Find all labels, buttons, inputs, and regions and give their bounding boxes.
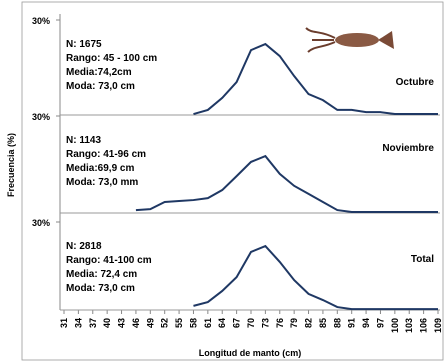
x-tick-label: 82	[304, 318, 314, 328]
y-tick-label: 30%	[32, 16, 50, 26]
x-tick-label: 97	[375, 318, 385, 328]
x-tick-label: 100	[390, 318, 400, 333]
y-tick-label: 30%	[32, 218, 50, 228]
x-tick-label: 55	[174, 318, 184, 328]
series-line	[135, 154, 438, 214]
panel-stat: Media:74,2cm	[66, 67, 132, 78]
x-tick-label: 64	[217, 318, 227, 328]
x-tick-label: 103	[404, 318, 414, 333]
series-line	[193, 42, 438, 116]
x-tick-label: 91	[347, 318, 357, 328]
x-tick-label: 61	[203, 318, 213, 328]
x-tick-label: 49	[145, 318, 155, 328]
panel-stat: Media: 72,4 cm	[66, 269, 137, 280]
x-tick-label: 43	[117, 318, 127, 328]
chart-frame	[21, 1, 444, 361]
panel-name: Total	[411, 254, 434, 265]
panel-stat: Media:69,9 cm	[66, 163, 134, 174]
panel-stat: Moda: 73,0 mm	[66, 177, 138, 188]
panel-stat: Rango: 41-100 cm	[66, 255, 152, 266]
x-tick-label: 31	[59, 318, 69, 328]
x-tick-label: 85	[318, 318, 328, 328]
x-tick-label: 79	[289, 318, 299, 328]
panel-name: Octubre	[396, 77, 435, 88]
panel-stat: N: 2818	[66, 241, 102, 252]
x-tick-label: 67	[232, 318, 242, 328]
panel-name: Noviembre	[382, 143, 434, 154]
panel-stat: N: 1675	[66, 39, 102, 50]
x-tick-label: 73	[260, 318, 270, 328]
x-tick-label: 34	[73, 318, 83, 328]
x-tick-label: 52	[160, 318, 170, 328]
panel-stat: Rango: 45 - 100 cm	[66, 53, 157, 64]
x-tick-label: 40	[102, 318, 112, 328]
x-axis-label: Longitud de manto (cm)	[199, 348, 302, 358]
panel-stat: Moda: 73,0 cm	[66, 81, 135, 92]
x-tick-label: 106	[419, 318, 429, 333]
squid-illustration	[305, 27, 394, 53]
x-tick-label: 37	[88, 318, 98, 328]
x-tick-label: 70	[246, 318, 256, 328]
x-tick-label: 109	[433, 318, 443, 333]
x-tick-label: 46	[131, 318, 141, 328]
y-tick-label: 30%	[32, 112, 50, 122]
series-line	[193, 244, 438, 311]
y-axis-label: Frecuencia (%)	[6, 133, 16, 197]
x-tick-label: 58	[188, 318, 198, 328]
x-tick-label: 76	[275, 318, 285, 328]
x-tick-label: 94	[361, 318, 371, 328]
x-tick-label: 88	[332, 318, 342, 328]
panel-stat: Rango: 41-96 cm	[66, 149, 146, 160]
panel-stat: N: 1143	[66, 135, 101, 146]
panel-stat: Moda: 73,0 cm	[66, 283, 135, 294]
